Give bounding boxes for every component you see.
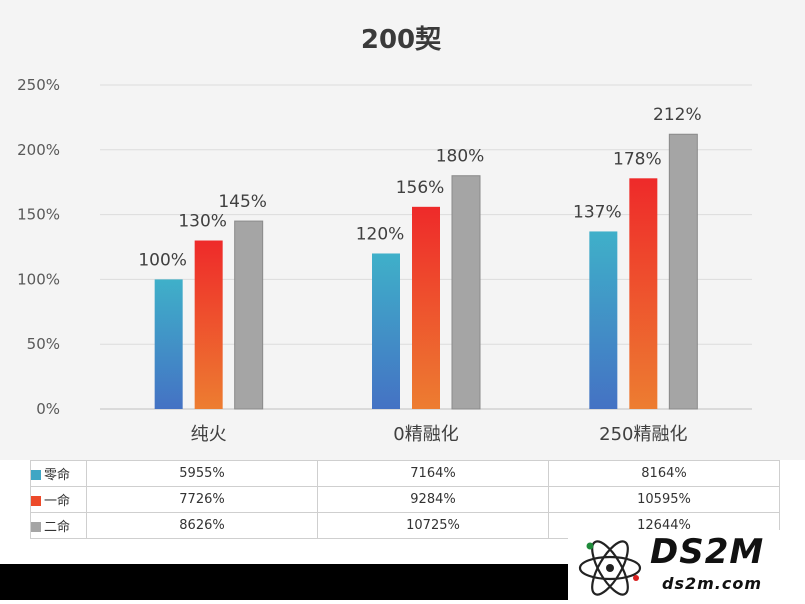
row-label: 一命 [44, 494, 71, 509]
data-label: 156% [396, 178, 445, 198]
y-tick-label: 100% [17, 270, 60, 288]
data-label: 137% [573, 202, 622, 222]
chart-panel: 200契 250% 200% 150% 100% 50% 0% 100% 130% 145% 1… [0, 0, 805, 460]
bar [668, 133, 698, 410]
table-row: 一命 7726% 9284% 10595% [30, 486, 780, 513]
data-label: 100% [138, 250, 187, 270]
y-tick-label: 250% [17, 76, 60, 94]
y-tick-label: 0% [36, 400, 60, 418]
table-row: 二命 8626% 10725% 12644% [30, 512, 780, 539]
table-row: 零命 5955% 7164% 8164% [30, 460, 780, 487]
legend-swatch [31, 470, 41, 480]
data-label: 212% [653, 105, 702, 125]
x-tick-label: 0精融化 [393, 424, 458, 445]
table-cell: 8626% [86, 512, 318, 539]
watermark-logo: DS2M ds2m.com [568, 530, 805, 600]
chart-title: 200契 [361, 25, 442, 55]
bars [154, 133, 698, 410]
bar [629, 178, 658, 409]
bar [154, 279, 183, 409]
atom-icon [578, 540, 642, 596]
table-cell: 10595% [548, 486, 780, 513]
watermark-logo-text: DS2M [650, 532, 765, 572]
legend-swatch [31, 496, 41, 506]
data-label: 178% [613, 149, 662, 169]
row-label: 二命 [44, 520, 71, 535]
data-label: 180% [436, 147, 485, 167]
table-cell: 10725% [317, 512, 549, 539]
bar [451, 175, 481, 410]
bar [372, 253, 400, 409]
table-cell: 8164% [548, 460, 780, 487]
x-axis-ticks: 纯火 0精融化 250精融化 [191, 424, 688, 445]
table-cell: 7726% [86, 486, 318, 513]
data-label: 130% [178, 212, 227, 232]
bar [412, 206, 440, 409]
data-labels: 100% 130%145% 120% 156% 180% 137% 178% 212% [138, 105, 701, 270]
row-header: 零命 [30, 460, 87, 487]
data-label: 120% [356, 224, 405, 244]
row-header: 二命 [30, 512, 87, 539]
bar [194, 240, 223, 409]
table-cell: 9284% [317, 486, 549, 513]
y-tick-label: 150% [17, 206, 60, 224]
y-axis-ticks: 250% 200% 150% 100% 50% 0% [17, 76, 60, 418]
table-cell: 5955% [86, 460, 318, 487]
x-tick-label: 250精融化 [599, 424, 687, 445]
y-tick-label: 50% [27, 335, 60, 353]
watermark-url-text: ds2m.com [662, 574, 763, 593]
row-label: 零命 [44, 468, 71, 483]
x-tick-label: 纯火 [191, 424, 227, 445]
bar [234, 220, 264, 410]
table-cell: 7164% [317, 460, 549, 487]
row-header: 一命 [30, 486, 87, 513]
data-table: 零命 5955% 7164% 8164% 一命 7726% 9284% 1059… [30, 460, 780, 539]
y-tick-label: 200% [17, 141, 60, 159]
legend-swatch [31, 522, 41, 532]
data-table-area: 零命 5955% 7164% 8164% 一命 7726% 9284% 1059… [0, 460, 805, 564]
bar [589, 231, 618, 409]
bar-chart: 200契 250%200%150%100%50%0% 100%130%145%1… [17, 25, 752, 445]
data-label: 145% [218, 192, 267, 212]
